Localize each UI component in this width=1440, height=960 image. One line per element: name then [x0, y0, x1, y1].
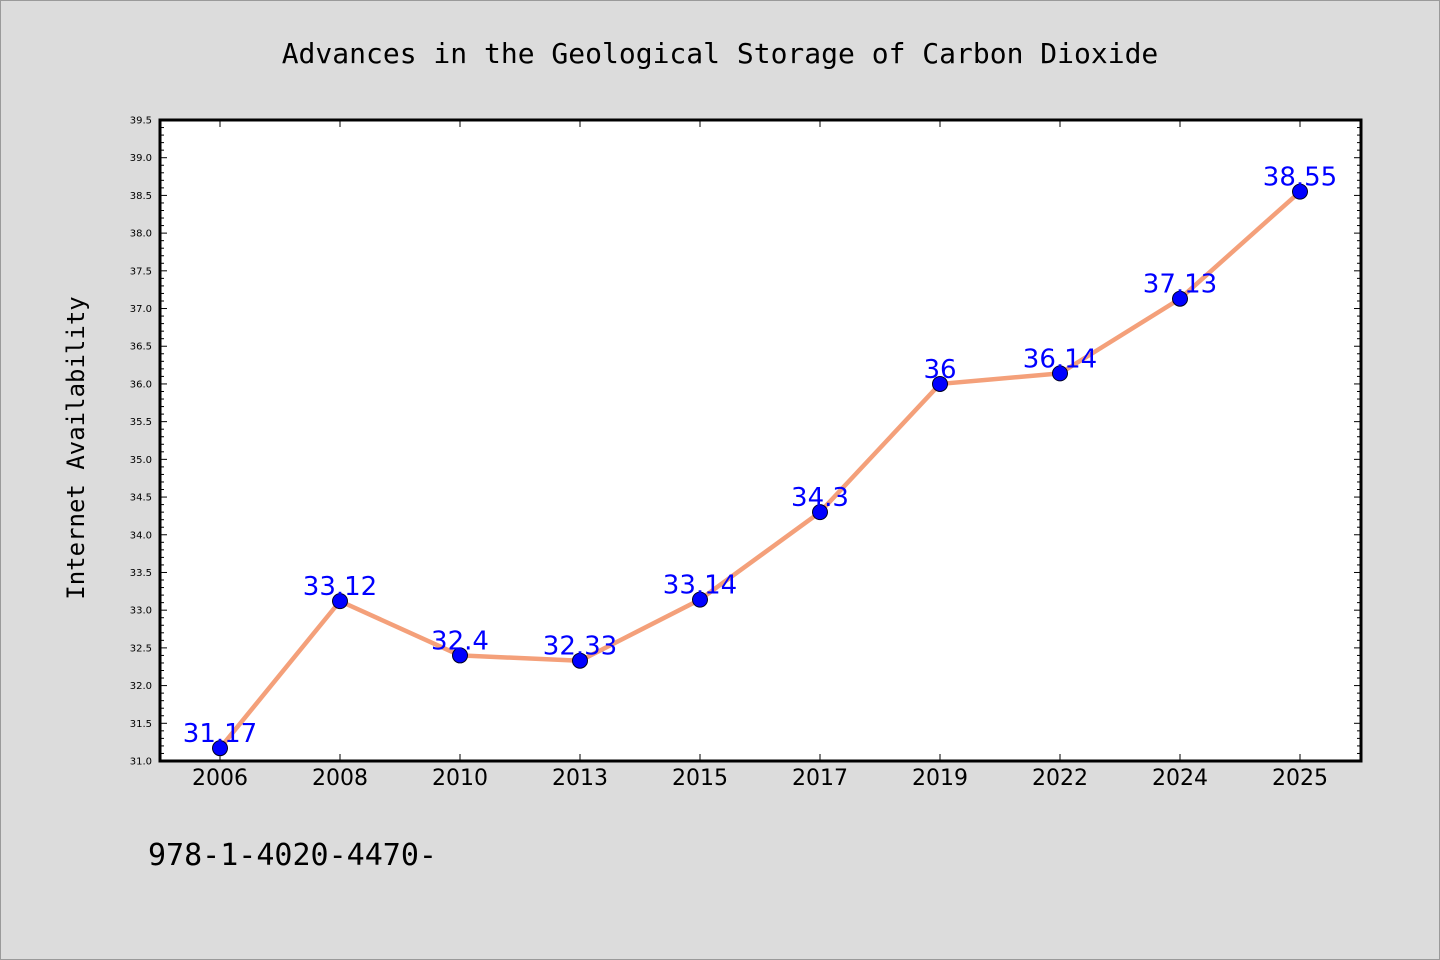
y-tick-label: 33.5: [130, 568, 152, 579]
data-point: [692, 591, 708, 608]
x-tick-label: 2013: [552, 766, 608, 791]
data-label: 32.33: [543, 632, 617, 662]
x-tick-label: 2025: [1272, 766, 1328, 791]
y-tick-label: 38.0: [130, 229, 152, 240]
data-point: [452, 647, 468, 664]
plot-border: [158, 118, 1363, 763]
y-tick-label: 39.0: [130, 153, 152, 164]
data-point: [1052, 365, 1068, 382]
x-tick-label: 2010: [432, 766, 488, 791]
y-tick-label: 34.0: [130, 530, 152, 541]
y-tick-label: 31.5: [130, 719, 152, 730]
y-tick-label: 39.5: [130, 116, 152, 127]
x-tick-label: 2017: [792, 766, 848, 791]
y-axis-label: Internet Availability: [62, 296, 90, 599]
data-label: 36: [923, 355, 956, 385]
series-line: [217, 189, 1303, 751]
x-tick-label: 2006: [192, 766, 248, 791]
y-tick-label: 38.5: [130, 191, 152, 202]
x-tick-label: 2024: [1152, 766, 1208, 791]
data-point: [212, 740, 228, 757]
data-label: 33.14: [663, 571, 737, 601]
series-markers: [212, 183, 1308, 757]
data-labels: 31.17 33.12 32.4 32.33 33.14 34.3 36 36.14 37.13…: [183, 163, 1337, 750]
plot-area: [160, 120, 1361, 761]
data-point: [332, 593, 348, 610]
y-tick-label: 32.0: [130, 681, 152, 692]
data-label: 32.4: [431, 626, 489, 656]
data-label: 31.17: [183, 719, 257, 749]
axis-ticks: 31.0 31.5 32.0 32.5 33.0 33.5 34.0 34.5 35.0 35.5…: [130, 116, 1361, 791]
y-tick-label: 37.5: [130, 266, 152, 277]
y-tick-label: 35.5: [130, 417, 152, 428]
data-label: 37.13: [1143, 270, 1217, 300]
series-line-group: [217, 189, 1303, 751]
y-tick-label: 36.0: [130, 379, 152, 390]
data-point: [932, 375, 948, 392]
data-label: 36.14: [1023, 344, 1097, 374]
y-tick-label: 35.0: [130, 455, 152, 466]
x-tick-label: 2008: [312, 766, 368, 791]
x-tick-label: 2015: [672, 766, 728, 791]
y-tick-label: 34.5: [130, 493, 152, 504]
x-tick-label: 2019: [912, 766, 968, 791]
data-label: 34.3: [791, 483, 849, 513]
data-label: 38.55: [1263, 163, 1337, 193]
x-tick-label: 2022: [1032, 766, 1088, 791]
footnote: 978-1-4020-4470-: [148, 838, 437, 873]
data-point: [1292, 183, 1308, 200]
data-point: [1172, 290, 1188, 307]
y-tick-label: 36.5: [130, 342, 152, 353]
y-tick-label: 32.5: [130, 643, 152, 654]
y-tick-label: 31.0: [130, 757, 152, 768]
y-tick-label: 37.0: [130, 304, 152, 315]
data-point: [812, 504, 828, 521]
chart-title: Advances in the Geological Storage of Ca…: [282, 37, 1159, 70]
data-point: [572, 652, 588, 669]
data-label: 33.12: [303, 572, 377, 602]
y-tick-label: 33.0: [130, 606, 152, 617]
